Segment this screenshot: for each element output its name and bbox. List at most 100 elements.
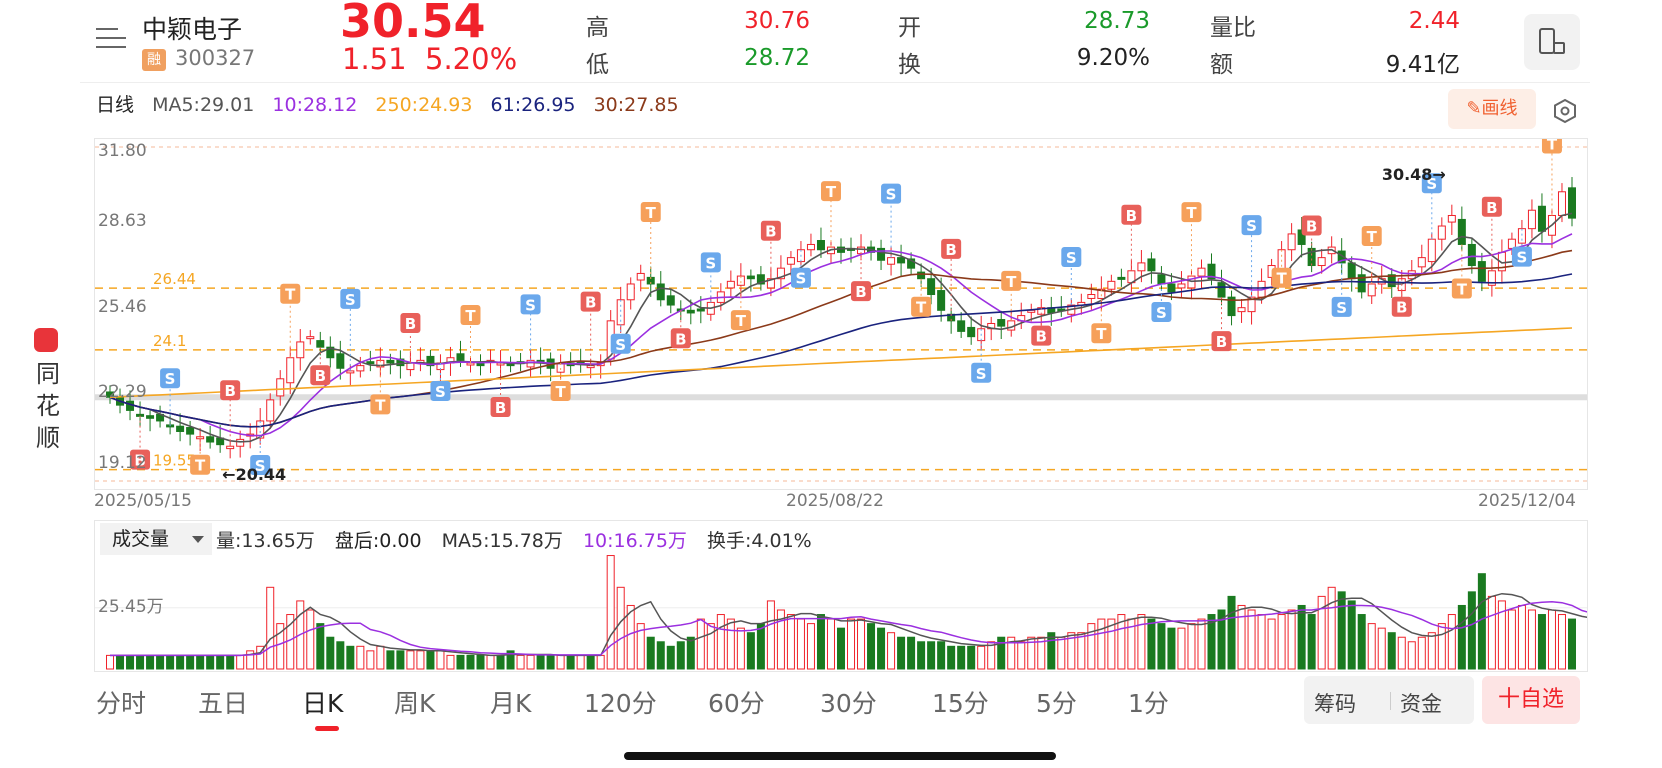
volume-bar [987, 641, 996, 670]
volume-bar [466, 654, 475, 670]
price-change: 1.51 5.20% [342, 42, 517, 76]
volume-bar [206, 654, 215, 670]
tab-weekly-k[interactable]: 周K [394, 689, 436, 718]
tonghuashun-logo-icon [34, 328, 58, 352]
add-watchlist-button[interactable]: 十自选 [1482, 676, 1580, 724]
candle-body [326, 346, 335, 359]
pencil-icon: ✎ [1466, 98, 1482, 119]
volume-bar [386, 650, 395, 670]
volume-chart[interactable] [94, 520, 1593, 672]
landscape-toggle-button[interactable] [1524, 14, 1580, 70]
signal-marker-label: B [1306, 218, 1317, 236]
signal-marker-label: S [796, 270, 807, 288]
signal-marker-b [490, 396, 511, 417]
chips-button[interactable]: 筹码 [1314, 692, 1356, 716]
signal-marker-b [1211, 331, 1232, 352]
signal-marker-t [730, 310, 751, 331]
tab-monthly-k[interactable]: 月K [490, 689, 532, 718]
volume-bar [116, 654, 125, 670]
volume-bar [1527, 609, 1536, 670]
ma30-value: 30:27.85 [593, 94, 679, 116]
stock-code: 300327 [175, 46, 256, 70]
signal-marker-label: T [646, 204, 657, 222]
signal-marker-label: B [495, 399, 506, 417]
candle-body [266, 399, 275, 422]
volume-bar [937, 641, 946, 670]
chips-funds-group [1304, 676, 1474, 724]
signal-marker-s [1061, 247, 1082, 268]
signal-marker-s [881, 183, 902, 204]
signal-marker-label: T [1006, 273, 1017, 291]
volume-bar [1247, 609, 1256, 670]
candle-body [1197, 267, 1206, 277]
candle-body [907, 258, 916, 269]
volume-bar [246, 650, 255, 670]
level-line-label: 19.55 [153, 452, 196, 470]
level-line-label: 24.1 [153, 332, 186, 350]
volume-bar [1307, 614, 1316, 670]
quote-label-turnover: 换 [898, 52, 921, 78]
tab-120min[interactable]: 120分 [584, 689, 657, 718]
signal-marker-label: B [1396, 299, 1407, 317]
signal-marker-s [790, 267, 811, 288]
tab-15min[interactable]: 15分 [932, 689, 989, 718]
signal-marker-label: B [315, 367, 326, 385]
signal-marker-b [1391, 296, 1412, 317]
candle-body [746, 275, 755, 280]
funds-button[interactable]: 资金 [1400, 692, 1442, 716]
draw-line-button[interactable]: ✎画线 [1448, 89, 1536, 129]
signal-marker-label: S [1517, 249, 1528, 267]
volume-bar [236, 654, 245, 670]
signal-marker-label: T [195, 457, 206, 475]
kline-chart[interactable]: 26.44 24.1 19.55 B S T B S T B S T B S T B S T B S T B S T B S T B S… [94, 133, 1588, 490]
volume-bar [806, 623, 815, 670]
candle-body [927, 278, 936, 296]
volume-bar [536, 654, 545, 670]
volume-bar [156, 654, 165, 670]
volume-bar [1457, 604, 1466, 670]
menu-icon[interactable] [96, 28, 126, 54]
period-high-annotation: 30.48→ [1382, 165, 1446, 184]
tab-five-day[interactable]: 五日 [198, 689, 249, 718]
candle-body [887, 257, 896, 265]
candle-body [226, 445, 235, 450]
quote-value-amount: 9.41亿 [1385, 52, 1460, 78]
tab-1min[interactable]: 1分 [1128, 689, 1169, 718]
volume-bar [1147, 618, 1156, 670]
volume-bar [366, 650, 375, 670]
volume-bar [1537, 614, 1546, 670]
signal-marker-label: T [1457, 280, 1468, 298]
signal-marker-b [220, 380, 241, 401]
settings-button[interactable] [1552, 98, 1578, 128]
tab-intraday[interactable]: 分时 [96, 689, 147, 718]
tab-60min[interactable]: 60分 [708, 689, 765, 718]
signal-marker-label: S [886, 186, 897, 204]
signal-marker-label: B [1036, 328, 1047, 346]
candle-body [666, 295, 675, 306]
quote-label-high: 高 [586, 15, 609, 41]
volume-bar [1547, 609, 1556, 670]
candle-body [776, 267, 785, 280]
signal-marker-label: T [285, 286, 296, 304]
candle-body [1467, 243, 1476, 267]
signal-marker-label: T [826, 183, 837, 201]
signal-marker-s [1511, 246, 1532, 267]
candle-body [1167, 283, 1176, 293]
volume-stat: MA5:15.78万 [441, 530, 563, 552]
signal-marker-s [1421, 173, 1442, 194]
tab-5min[interactable]: 5分 [1036, 689, 1077, 718]
signal-marker-s [520, 294, 541, 315]
signal-marker-label: S [1156, 304, 1167, 322]
volume-bar [506, 650, 515, 670]
indicator-dropdown-label: 成交量 [112, 528, 170, 550]
period-low-annotation: ←20.44 [222, 465, 286, 484]
candle-body [1557, 191, 1566, 216]
signal-marker-label: T [465, 307, 476, 325]
tab-30min[interactable]: 30分 [820, 689, 877, 718]
candle-body [526, 359, 535, 368]
indicator-dropdown[interactable]: 成交量 [100, 523, 212, 555]
signal-marker-label: B [585, 294, 596, 312]
candle-body [1367, 283, 1376, 297]
tab-daily-k[interactable]: 日K [302, 689, 344, 718]
signal-marker-b [760, 220, 781, 241]
